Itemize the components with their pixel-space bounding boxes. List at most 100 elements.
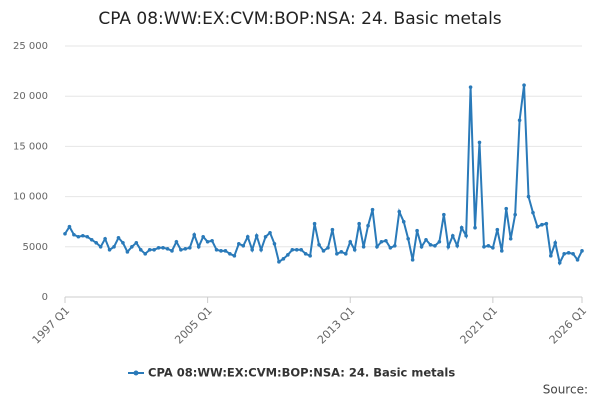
point [352, 248, 357, 252]
point [116, 235, 121, 240]
point [259, 248, 263, 252]
point [433, 243, 437, 248]
legend-marker [133, 370, 139, 376]
point [156, 246, 161, 250]
point [415, 228, 419, 233]
point [134, 240, 139, 245]
point [366, 223, 370, 228]
point [388, 246, 393, 250]
line [64, 85, 583, 266]
point [504, 206, 509, 211]
point [187, 246, 192, 250]
point [330, 227, 335, 232]
point [450, 233, 455, 238]
point [268, 230, 272, 235]
point [535, 224, 540, 229]
x-tick-label: 2013 Q1 [315, 304, 358, 347]
point [63, 231, 67, 236]
point [491, 246, 495, 250]
point [455, 243, 460, 248]
point [179, 248, 183, 252]
point [272, 241, 277, 246]
point [72, 232, 76, 237]
point [549, 254, 553, 258]
point [94, 240, 98, 245]
point [499, 249, 504, 253]
point [473, 225, 477, 230]
point [125, 250, 130, 254]
point [317, 242, 321, 247]
point [464, 233, 468, 238]
legend-label: CPA 08:WW:EX:CVM:BOP:NSA: 24. Basic meta… [148, 366, 455, 380]
point [321, 249, 326, 253]
point [214, 248, 219, 252]
point [397, 209, 402, 214]
point [442, 212, 446, 217]
point [575, 258, 580, 262]
point [76, 234, 81, 239]
point [263, 234, 268, 239]
point [210, 238, 214, 243]
point [468, 85, 473, 89]
point [428, 242, 433, 247]
point [152, 248, 156, 252]
point [580, 249, 584, 253]
point [562, 252, 566, 256]
point [183, 247, 188, 251]
y-tick-label: 25 000 [13, 41, 48, 52]
point [424, 237, 428, 242]
point [81, 233, 85, 238]
point [419, 245, 424, 249]
source: Source: [543, 383, 588, 397]
point [375, 245, 379, 249]
point [406, 236, 410, 241]
point [237, 241, 241, 246]
point [98, 245, 103, 249]
point [112, 245, 116, 249]
point [482, 245, 486, 249]
point [477, 140, 482, 145]
point [232, 254, 237, 258]
point [170, 249, 174, 253]
point [241, 243, 246, 248]
point [250, 248, 254, 252]
point [277, 260, 281, 264]
point [410, 258, 415, 262]
point [508, 236, 513, 241]
point [379, 239, 384, 244]
point [286, 253, 290, 257]
point [138, 248, 143, 252]
point [348, 239, 353, 244]
point [67, 224, 72, 229]
point [245, 234, 250, 239]
point [174, 239, 179, 244]
point [326, 246, 330, 250]
point [303, 252, 308, 256]
point [553, 240, 558, 245]
y-tick-label: 15 000 [13, 141, 48, 152]
point [384, 238, 388, 243]
point [459, 225, 464, 230]
point [437, 239, 442, 244]
point [486, 243, 491, 248]
point [308, 254, 312, 258]
point [339, 250, 344, 254]
point [228, 252, 232, 256]
y-tick-label: 5000 [23, 242, 48, 253]
chart-title: CPA 08:WW:EX:CVM:BOP:NSA: 24. Basic meta… [98, 9, 501, 29]
point [254, 233, 259, 238]
y-tick-label: 20 000 [13, 91, 48, 102]
point [526, 194, 531, 199]
point [192, 232, 197, 237]
point [495, 227, 500, 232]
point [196, 245, 201, 249]
y-tick-label: 10 000 [13, 192, 48, 203]
point [205, 239, 210, 244]
point [370, 207, 375, 212]
point [312, 221, 317, 226]
point [107, 248, 112, 252]
point [294, 248, 299, 252]
point [143, 252, 148, 256]
point [299, 248, 304, 252]
